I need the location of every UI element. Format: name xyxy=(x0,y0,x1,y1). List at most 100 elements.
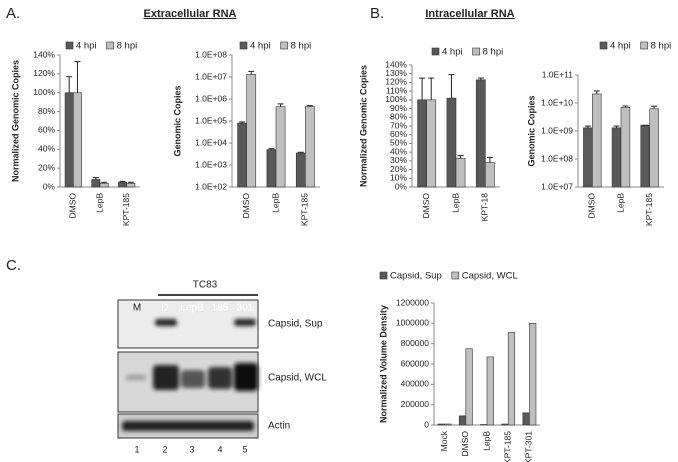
chart-title: Intracellular RNA xyxy=(425,8,514,20)
row-label: Actin xyxy=(268,421,290,432)
bar xyxy=(465,348,473,426)
panel-label: A. xyxy=(6,5,20,22)
chart: Genomic Copies 1.0E+07 1.0E+08 1.0E+09 1.0E+… xyxy=(526,41,671,227)
y-tick-label: 80% xyxy=(390,112,407,122)
y-tick-label: 1.0E+09 xyxy=(541,125,573,135)
bar xyxy=(118,181,127,188)
y-tick-label: 50% xyxy=(390,138,407,148)
legend-swatch xyxy=(472,47,480,56)
x-tick-label: LepB xyxy=(270,193,280,213)
bar xyxy=(458,415,467,426)
y-tick-label: 1000000 xyxy=(396,318,429,328)
legend-swatch xyxy=(65,41,74,50)
bar xyxy=(91,179,101,188)
bar xyxy=(417,99,427,188)
y-tick-label: 140% xyxy=(385,59,407,69)
bar xyxy=(246,74,257,188)
y-tick-label: 1200000 xyxy=(396,297,429,307)
y-tick-label: 1.0E+10 xyxy=(541,97,573,107)
bar xyxy=(611,127,622,188)
y-tick-label: 0% xyxy=(395,181,408,191)
x-tick-label: DMSO xyxy=(68,193,78,219)
legend-label: 8 hpi xyxy=(651,41,672,52)
y-tick-label: 400000 xyxy=(401,379,430,389)
bar xyxy=(486,356,494,426)
bar xyxy=(620,107,631,188)
bar xyxy=(73,92,82,188)
y-tick-label: 1.0E+07 xyxy=(195,71,227,81)
bar xyxy=(507,332,516,426)
bar xyxy=(444,423,452,426)
y-tick-label: 20% xyxy=(390,164,407,174)
lane-number: 2 xyxy=(162,444,167,454)
bar xyxy=(437,423,445,426)
chart: Genomic Copies 1.0E+02 1.0E+03 1.0E+04 1.0E+… xyxy=(172,41,320,226)
y-tick-label: 60% xyxy=(390,129,407,139)
chart-title: Extracellular RNA xyxy=(144,8,237,20)
x-tick-label: LepB xyxy=(94,193,104,213)
y-tick-label: 40% xyxy=(390,146,407,156)
x-tick-label: KPT-18 xyxy=(480,193,490,222)
x-tick-label: KPT-185 xyxy=(644,193,654,226)
y-tick-label: 200000 xyxy=(401,399,430,409)
x-tick-label: KPT-301 xyxy=(524,431,534,462)
y-tick-label: 0% xyxy=(43,181,56,191)
panel-label: B. xyxy=(370,5,384,22)
legend-label: 8 hpi xyxy=(291,41,312,52)
y-tick-label: 1.0E+05 xyxy=(195,115,227,125)
y-tick-label: 60% xyxy=(38,125,55,135)
y-tick-label: 1.0E+02 xyxy=(195,181,227,191)
y-tick-label: 140% xyxy=(33,49,55,59)
bar xyxy=(446,97,457,188)
y-tick-label: 1.0E+11 xyxy=(542,69,574,79)
bar xyxy=(64,92,74,188)
y-axis-label: Normalized Genomic Copies xyxy=(10,60,20,182)
x-tick-label: DMSO xyxy=(241,193,251,219)
legend-swatch xyxy=(239,41,248,50)
y-tick-label: 0 xyxy=(424,419,429,429)
y-tick-label: 40% xyxy=(38,144,55,154)
legend-label: 4 hpi xyxy=(250,41,271,52)
bar xyxy=(640,124,650,188)
bar xyxy=(126,182,136,188)
x-tick-label: DMSO xyxy=(460,431,470,457)
y-tick-label: 80% xyxy=(38,106,55,116)
bar xyxy=(649,108,659,188)
bar xyxy=(475,79,486,188)
legend-swatch xyxy=(451,271,460,280)
y-axis-label: Normalized Volume Density xyxy=(378,305,388,423)
group-label: TC83 xyxy=(193,280,218,291)
y-tick-label: 70% xyxy=(390,120,407,130)
y-tick-label: 1.0E+06 xyxy=(195,93,227,103)
y-tick-label: 110% xyxy=(386,85,408,95)
bar xyxy=(480,424,488,426)
y-tick-label: 30% xyxy=(390,155,407,165)
y-tick-label: 1.0E+08 xyxy=(541,153,573,163)
x-tick-label: LepB xyxy=(450,193,460,213)
chart: Extracellular RNA Normalized Genomic Copi… xyxy=(10,8,236,226)
y-tick-label: 800000 xyxy=(401,338,430,348)
bar xyxy=(275,106,286,188)
lane-number: 4 xyxy=(217,444,222,454)
legend-swatch xyxy=(599,41,608,50)
legend-label: 4 hpi xyxy=(76,41,97,52)
bands xyxy=(122,319,258,431)
lane-number: 1 xyxy=(134,444,139,454)
y-tick-label: 20% xyxy=(38,162,55,172)
legend-label: Capsid, Sup xyxy=(390,271,442,282)
row-label: Capsid, WCL xyxy=(268,373,327,384)
bar xyxy=(592,93,602,188)
legend-label: Capsid, WCL xyxy=(462,271,518,282)
legend-swatch xyxy=(106,41,114,50)
x-tick-label: LepB xyxy=(481,431,491,451)
lane-label: 301 xyxy=(237,303,254,314)
chart: Normalized Volume Density 0 200000 400000 60… xyxy=(378,271,540,462)
y-tick-label: 10% xyxy=(390,173,407,183)
x-tick-label: KPT-185 xyxy=(121,193,131,226)
legend-label: 8 hpi xyxy=(483,47,504,58)
y-tick-label: 120% xyxy=(33,68,55,78)
y-tick-label: 90% xyxy=(390,103,407,113)
bar xyxy=(485,162,495,188)
legend-label: 8 hpi xyxy=(117,41,138,52)
bar xyxy=(99,182,109,188)
